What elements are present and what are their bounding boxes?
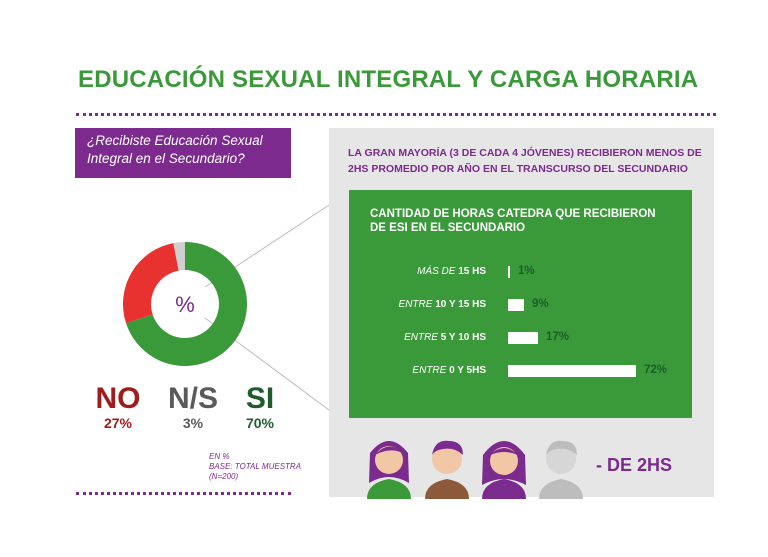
panel-headline: LA GRAN MAYORÍA (3 DE CADA 4 JÓVENES) RE… [348, 147, 702, 175]
bar [508, 332, 538, 344]
category-prefix: MÁS DE [417, 266, 456, 277]
footnote-line: EN % [209, 452, 230, 461]
category-value: 5 Y 10 HS [440, 332, 486, 343]
legend-ns: N/S 3% [163, 382, 223, 432]
footnote-line: BASE: TOTAL MUESTRA [209, 462, 302, 471]
bar-value-label: 9% [532, 298, 549, 310]
pie-slice-no [123, 243, 179, 324]
category-prefix: ENTRE [398, 299, 433, 310]
bar-category-label: ENTRE 0 Y 5HS [412, 365, 486, 376]
bar [508, 266, 510, 278]
legend-no-label: NO [95, 382, 141, 415]
bar-category-label: MÁS DE 15 HS [417, 266, 486, 277]
avatar-girl-icon [482, 441, 526, 499]
legend-si-value: 70% [245, 415, 275, 431]
avatar-boy-icon [425, 440, 469, 499]
question-box: ¿Recibiste Educación Sexual Integral en … [75, 128, 291, 178]
donut-center-label: % [175, 292, 195, 317]
category-value: 10 Y 15 HS [435, 299, 486, 310]
footnote-line: (N=200) [209, 472, 239, 481]
legend-no-value: 27% [103, 415, 133, 431]
donut-chart [123, 242, 247, 366]
divider [76, 113, 716, 116]
legend-no: NO 27% [88, 382, 148, 432]
category-prefix: ENTRE [404, 332, 438, 343]
legend-si: SI 70% [230, 382, 290, 432]
legend-ns-value: 3% [182, 415, 204, 431]
bar-value-label: 1% [518, 265, 535, 277]
pie-slice-ns [173, 242, 185, 271]
legend-si-label: SI [245, 382, 275, 415]
bar-chart-title: CANTIDAD DE HORAS CATEDRA QUE RECIBIERON… [370, 208, 656, 234]
bar-category-label: ENTRE 10 Y 15 HS [399, 299, 486, 310]
category-prefix: ENTRE [412, 365, 447, 376]
bar [508, 299, 524, 311]
bar-value-label: 17% [546, 331, 570, 343]
footnote: EN % BASE: TOTAL MUESTRA (N=200) [209, 452, 301, 482]
bar [508, 365, 636, 377]
legend-ns-label: N/S [167, 382, 218, 415]
pie-slice-si [126, 242, 247, 366]
avatar-girl-icon [367, 441, 411, 499]
bar-value-label: 72% [644, 364, 668, 376]
category-value: 15 HS [458, 266, 486, 277]
divider [76, 492, 291, 495]
avatar-placeholder-icon [539, 440, 583, 499]
avatars-group [367, 440, 583, 499]
bar-category-label: ENTRE 5 Y 10 HS [404, 332, 486, 343]
less-than-2hs-label: - DE 2HS [596, 455, 673, 475]
page-title: EDUCACIÓN SEXUAL INTEGRAL Y CARGA HORARI… [78, 66, 699, 93]
category-value: 0 Y 5HS [449, 365, 486, 376]
